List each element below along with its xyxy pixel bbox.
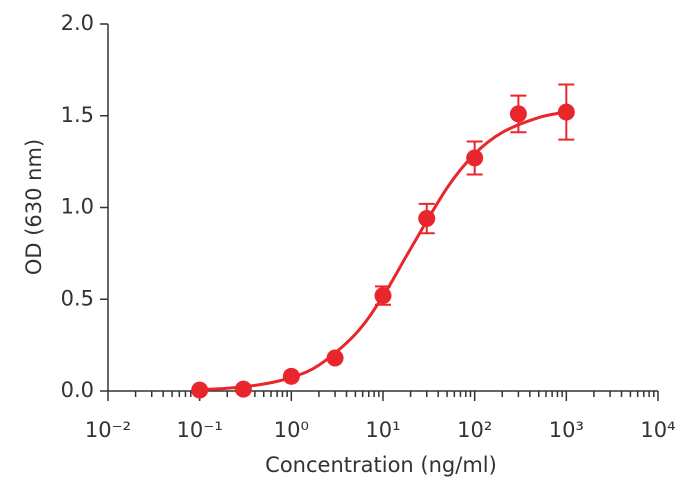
x-tick-label: 10² — [457, 418, 492, 442]
y-tick-label: 0.0 — [61, 378, 94, 402]
x-tick-label: 10⁰ — [274, 418, 309, 442]
point — [374, 287, 392, 305]
point — [282, 367, 300, 385]
y-tick-label: 1.0 — [61, 195, 94, 219]
x-tick-label: 10⁻¹ — [177, 418, 223, 442]
y-tick-label: 0.5 — [61, 286, 94, 310]
point — [326, 349, 344, 367]
fit-curve — [199, 110, 567, 392]
point — [234, 380, 252, 398]
y-tick-label: 2.0 — [61, 11, 94, 35]
x-tick-label: 10⁴ — [640, 418, 675, 442]
x-tick-label: 10³ — [549, 418, 584, 442]
x-tick-label: 10⁻² — [85, 418, 131, 442]
point — [466, 149, 484, 167]
x-axis-label: Concentration (ng/ml) — [265, 453, 497, 477]
point — [191, 381, 209, 399]
y-tick-label: 1.5 — [61, 103, 94, 127]
x-tick-label: 10¹ — [365, 418, 400, 442]
point — [557, 103, 575, 121]
point — [509, 105, 527, 123]
point — [418, 210, 436, 228]
y-axis-label: OD (630 nm) — [22, 139, 46, 275]
